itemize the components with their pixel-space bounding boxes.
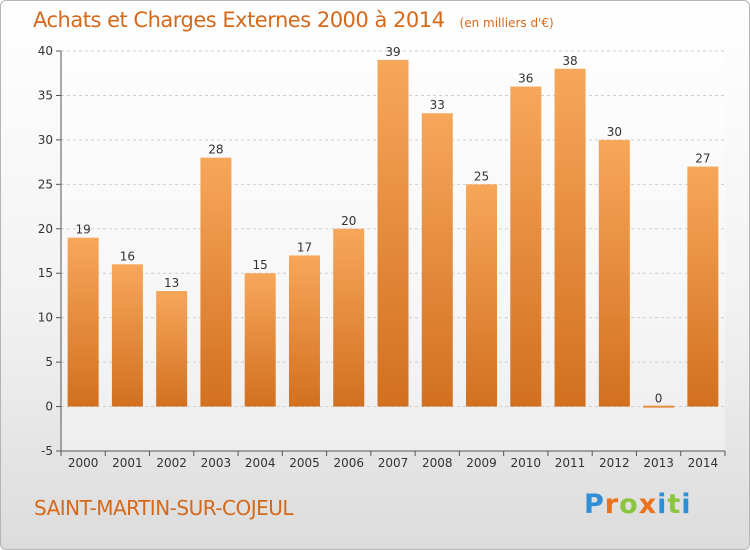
bar-value-label: 15	[253, 258, 268, 272]
bar	[200, 157, 232, 407]
x-tick-label: 2008	[422, 456, 453, 470]
logo-letter: i	[681, 489, 692, 520]
y-tick-label: 30	[38, 133, 53, 147]
bar-value-label: 38	[562, 54, 577, 68]
bar	[156, 291, 188, 407]
x-tick-label: 2007	[378, 456, 409, 470]
x-tick-label: 2011	[555, 456, 586, 470]
bar	[598, 139, 630, 407]
y-tick-label: 25	[38, 177, 53, 191]
y-tick-label: 40	[38, 44, 53, 58]
bar	[333, 228, 365, 407]
bar	[288, 255, 320, 407]
bar-value-label: 20	[341, 214, 356, 228]
y-tick-label: 10	[38, 311, 53, 325]
bar	[244, 273, 276, 407]
bar-value-label: 33	[430, 98, 445, 112]
x-tick-label: 2013	[643, 456, 674, 470]
bar	[377, 59, 409, 407]
bar-value-label: 30	[607, 125, 622, 139]
x-tick-label: 2010	[511, 456, 542, 470]
x-tick-label: 2014	[688, 456, 719, 470]
x-tick-label: 2004	[245, 456, 276, 470]
bar-chart: -5 0 5 10 15 20 25 30 35 40 19 2000 16 2001 13 2002 28 20…	[38, 44, 726, 470]
bar-value-label: 19	[75, 223, 90, 237]
bar	[111, 264, 143, 407]
logo-letter: t	[667, 489, 682, 520]
x-tick-label: 2002	[156, 456, 187, 470]
proxiti-logo: Proxiti	[584, 489, 692, 520]
bar-value-label: 36	[518, 72, 533, 86]
x-tick-label: 2000	[68, 456, 99, 470]
bar	[643, 405, 675, 408]
y-tick-label: 20	[38, 222, 53, 236]
bar	[67, 237, 99, 407]
location-label: SAINT-MARTIN-SUR-COJEUL	[34, 496, 294, 520]
x-tick-label: 2006	[333, 456, 364, 470]
y-tick-label: 5	[45, 355, 53, 369]
bar	[554, 68, 586, 407]
bar-value-label: 27	[695, 152, 710, 166]
bar-value-label: 17	[297, 240, 312, 254]
bar-value-label: 28	[208, 143, 223, 157]
x-tick-label: 2001	[112, 456, 143, 470]
bar-value-label: 39	[385, 45, 400, 59]
chart-subtitle: (en milliers d'€)	[459, 16, 554, 30]
bar	[687, 166, 719, 407]
x-tick-label: 2005	[289, 456, 320, 470]
bar-value-label: 0	[655, 392, 663, 406]
logo-letter: r	[604, 489, 620, 520]
y-tick-label: 35	[38, 88, 53, 102]
logo-letter: P	[584, 489, 605, 520]
bar	[510, 86, 542, 407]
x-tick-label: 2012	[599, 456, 630, 470]
bar	[421, 113, 453, 407]
logo-letter: i	[657, 489, 668, 520]
logo-letter: o	[619, 489, 639, 520]
bar-value-label: 13	[164, 276, 179, 290]
title-block: Achats et Charges Externes 2000 à 2014 (…	[33, 8, 554, 32]
bar	[466, 184, 498, 407]
y-tick-label: 15	[38, 266, 53, 280]
logo-letter: x	[638, 489, 658, 520]
chart-title: Achats et Charges Externes 2000 à 2014	[33, 8, 445, 32]
x-tick-label: 2003	[201, 456, 232, 470]
bar-value-label: 16	[120, 249, 135, 263]
x-tick-label: 2009	[466, 456, 497, 470]
y-tick-label: 0	[45, 400, 53, 414]
bar-value-label: 25	[474, 169, 489, 183]
y-tick-label: -5	[41, 444, 53, 458]
